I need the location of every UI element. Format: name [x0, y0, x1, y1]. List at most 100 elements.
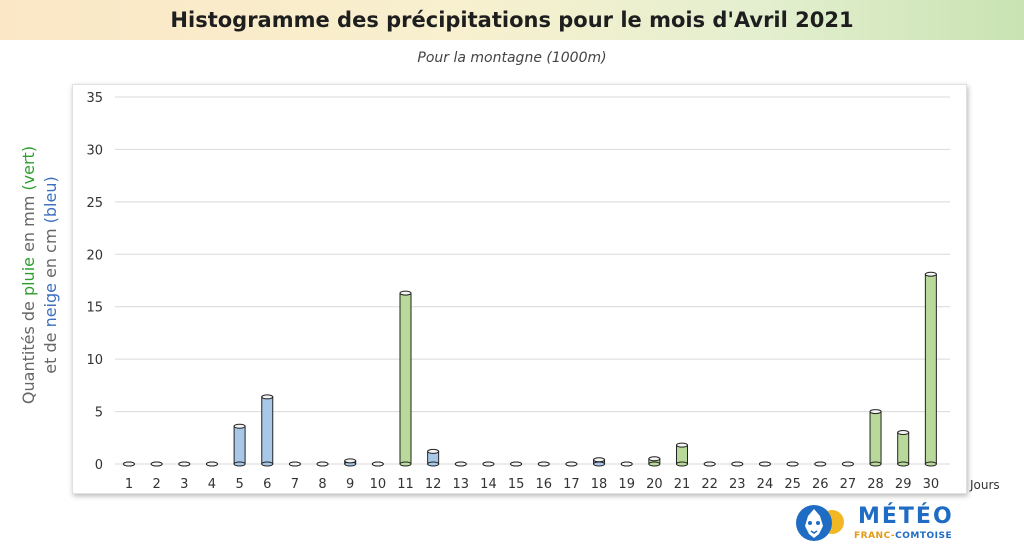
y-tick-label: 10 — [86, 353, 103, 368]
bar-cap — [399, 290, 412, 296]
bar-cap — [178, 461, 191, 467]
bar-day-6 — [261, 394, 274, 467]
bar-body — [261, 396, 274, 465]
bar-cap — [427, 448, 440, 454]
bar-day-19 — [620, 461, 633, 467]
x-tick-label: 12 — [425, 477, 442, 492]
bar-cap — [482, 461, 495, 467]
x-tick-label: 25 — [784, 477, 801, 492]
bar-day-30 — [924, 271, 937, 467]
x-tick-label: 20 — [646, 477, 663, 492]
bar-base — [897, 461, 910, 467]
bar-day-23 — [731, 461, 744, 467]
bar-day-28 — [869, 409, 882, 467]
y-tick-label: 0 — [95, 458, 103, 473]
y-tick-label: 15 — [86, 301, 103, 316]
bar-day-9 — [344, 458, 357, 467]
x-tick-label: 13 — [453, 477, 470, 492]
bar-cap — [841, 461, 854, 467]
x-tick-label: 4 — [208, 477, 216, 492]
bar-cap — [758, 461, 771, 467]
bar-base — [869, 461, 882, 467]
bar-cap — [565, 461, 578, 467]
bar-base — [676, 461, 688, 467]
x-tick-label: 7 — [291, 477, 299, 492]
bar-day-20 — [648, 456, 661, 467]
bar-day-22 — [703, 461, 716, 467]
bar-day-29 — [897, 430, 910, 467]
bar-cap — [261, 394, 274, 400]
plot-area — [72, 84, 967, 494]
bar-cap — [510, 461, 523, 467]
bar-day-10 — [371, 461, 384, 467]
logo-wordmark: MÉTÉO — [858, 504, 954, 529]
x-tick-label: 22 — [701, 477, 718, 492]
bar-cap — [676, 442, 688, 448]
bar-day-8 — [316, 461, 329, 467]
bar-cap — [814, 461, 827, 467]
bar-cap — [593, 457, 606, 463]
bar-day-21 — [676, 442, 688, 467]
bar-cap — [620, 461, 633, 467]
bar-cap — [537, 461, 550, 467]
bar-cap — [897, 430, 910, 436]
bar-day-4 — [205, 461, 218, 467]
x-tick-label: 2 — [153, 477, 161, 492]
x-tick-label: 18 — [591, 477, 608, 492]
x-tick-label: 16 — [535, 477, 552, 492]
y-tick-label: 20 — [86, 248, 103, 263]
bar-cap — [648, 456, 661, 462]
x-tick-label: 17 — [563, 477, 580, 492]
bar-base — [233, 461, 246, 467]
bar-cap — [703, 461, 716, 467]
x-tick-label: 8 — [318, 477, 326, 492]
bar-cap — [150, 461, 163, 467]
bar-cap — [786, 461, 799, 467]
bar-day-25 — [786, 461, 799, 467]
bar-day-14 — [482, 461, 495, 467]
lion-sun-icon — [796, 505, 844, 541]
x-tick-label: 19 — [618, 477, 635, 492]
bar-day-15 — [510, 461, 523, 467]
bar-day-11 — [399, 290, 412, 467]
bar-cap — [344, 458, 357, 464]
x-tick-label: 23 — [729, 477, 746, 492]
bar-body — [233, 425, 246, 465]
x-tick-label: 11 — [397, 477, 414, 492]
x-tick-label: 30 — [923, 477, 940, 492]
bar-base — [924, 461, 937, 467]
y-tick-label: 30 — [86, 143, 103, 158]
bar-base — [261, 461, 274, 467]
logo-subtext: FRANC-COMTOISE — [854, 531, 953, 541]
x-tick-label: 5 — [235, 477, 243, 492]
x-tick-label: 28 — [867, 477, 884, 492]
bar-cap — [205, 461, 218, 467]
x-tick-label: 3 — [180, 477, 188, 492]
bar-day-17 — [565, 461, 578, 467]
bar-base — [427, 461, 440, 467]
x-tick-label: 24 — [757, 477, 774, 492]
bar-body — [924, 273, 937, 465]
bar-day-26 — [814, 461, 827, 467]
bar-cap — [316, 461, 329, 467]
bar-cap — [233, 423, 246, 429]
bar-cap — [371, 461, 384, 467]
bar-day-13 — [454, 461, 467, 467]
bar-cap — [288, 461, 301, 467]
chart-title: Histogramme des précipitations pour le m… — [170, 8, 854, 32]
y-tick-label: 35 — [86, 91, 103, 106]
bar-day-16 — [537, 461, 550, 467]
x-tick-label: 9 — [346, 477, 354, 492]
y-tick-label: 5 — [95, 406, 103, 421]
bar-day-3 — [178, 461, 191, 467]
title-band: Histogramme des précipitations pour le m… — [0, 0, 1024, 40]
bar-day-27 — [841, 461, 854, 467]
x-tick-label: 21 — [674, 477, 691, 492]
chart-subtitle: Pour la montagne (1000m) — [417, 50, 607, 66]
x-axis-label: Jours — [970, 478, 1000, 492]
bar-cap — [924, 271, 937, 277]
bar-base — [593, 461, 606, 467]
y-tick-label: 25 — [86, 196, 103, 211]
bar-base — [399, 461, 412, 467]
x-tick-label: 27 — [840, 477, 857, 492]
